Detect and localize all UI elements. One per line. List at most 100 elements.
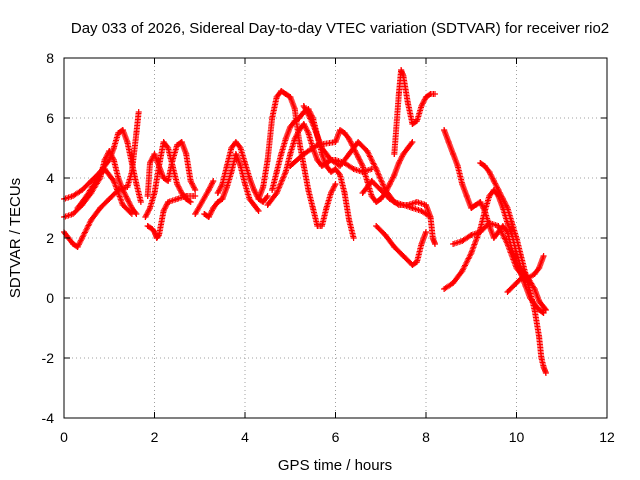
data-point [291,106,298,112]
data-point [318,163,325,169]
data-point [273,190,280,196]
data-point [459,268,466,274]
series-track-13 [264,121,375,208]
data-point [74,244,81,250]
data-point [269,187,276,193]
data-point [101,166,108,172]
series-trail [61,127,144,204]
data-point [395,160,402,166]
data-point [346,151,353,157]
data-point [364,148,371,154]
data-point [70,193,76,199]
data-point [300,163,307,169]
data-point [391,151,398,157]
data-point [409,262,416,268]
y-tick-label: 8 [46,50,54,66]
data-point [386,181,393,187]
data-point [296,127,303,133]
data-point [110,157,117,163]
data-point [359,163,366,169]
data-point [459,181,466,187]
y-tick-label: -4 [42,410,55,426]
data-point [287,163,294,169]
data-point [350,235,357,241]
data-point [296,115,303,121]
data-point [531,271,538,277]
data-point [219,181,226,187]
x-tick-label: 12 [599,429,615,445]
data-point [192,187,199,193]
data-point [450,241,457,247]
data-point [305,187,312,193]
data-point [228,169,235,175]
data-point [400,73,407,79]
data-point [332,181,339,187]
data-point [463,193,470,199]
series-track-8 [192,178,217,217]
plot-area [61,67,549,376]
data-point [232,139,239,145]
data-point [151,151,158,157]
data-point [341,190,348,196]
data-point [115,130,122,136]
data-point [522,271,529,277]
y-tick-label: 6 [46,110,54,126]
data-point [147,160,153,166]
data-point [237,145,244,151]
data-point [79,187,86,193]
data-point [110,178,117,184]
data-point [377,187,384,193]
data-point [314,142,321,148]
x-tick-label: 0 [60,429,68,445]
data-point [287,151,294,157]
series-track-6 [142,139,194,220]
data-point [106,196,113,202]
data-point [278,88,285,94]
data-point [477,160,484,166]
data-point [174,181,181,187]
data-point [160,208,167,214]
data-point [309,205,316,211]
data-point [251,187,258,193]
data-point [359,190,366,196]
data-point [92,178,99,184]
data-point [300,121,307,127]
series-track-9 [201,151,262,220]
data-point [205,214,212,220]
data-point [432,91,438,97]
data-point [273,169,280,175]
data-point [174,142,181,148]
data-point [495,187,502,193]
data-point [332,139,339,145]
data-point [481,208,488,214]
data-point [504,205,511,211]
data-point [509,220,515,226]
data-point [337,172,343,178]
data-point [404,100,411,106]
data-point [205,187,212,193]
data-point [124,196,131,202]
data-point [423,229,429,235]
data-point [409,139,416,145]
data-point [531,307,538,313]
data-point [165,199,172,205]
data-point [542,307,549,313]
data-point [144,223,151,229]
data-point [413,259,420,265]
data-point [223,184,230,190]
data-point [187,178,194,184]
data-point [255,196,262,202]
data-point [160,175,167,181]
data-point [486,169,493,175]
data-point [418,241,425,247]
data-point [454,163,461,169]
data-point [513,280,520,286]
data-point [391,244,398,250]
data-point [133,130,140,136]
data-point [142,214,149,220]
data-point [251,202,258,208]
data-point [540,253,547,259]
data-point [400,253,407,259]
data-point [373,166,380,172]
data-point [260,184,267,190]
